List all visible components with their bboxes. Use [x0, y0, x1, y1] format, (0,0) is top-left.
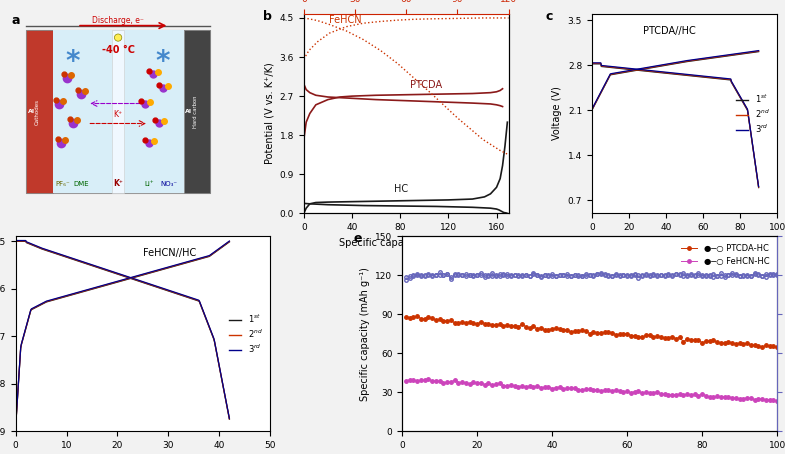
Text: *: * [66, 48, 80, 75]
Text: *: * [156, 48, 170, 75]
Bar [26, 30, 210, 193]
Bar [53, 30, 184, 193]
Text: PTCDA: PTCDA [410, 80, 442, 90]
X-axis label: Specific capacity (mAh g⁻¹): Specific capacity (mAh g⁻¹) [339, 237, 473, 248]
Text: b: b [263, 10, 272, 23]
Text: K⁺: K⁺ [114, 110, 122, 119]
Text: c: c [546, 10, 553, 23]
Text: Cathodes: Cathodes [35, 99, 40, 124]
Text: e: e [353, 232, 362, 245]
Legend: 1$^{st}$, 2$^{nd}$, 3$^{rd}$: 1$^{st}$, 2$^{nd}$, 3$^{rd}$ [225, 309, 266, 358]
Text: Al: Al [27, 109, 35, 114]
Text: K⁺: K⁺ [113, 179, 123, 188]
Bar [112, 30, 124, 193]
Text: a: a [12, 14, 20, 27]
Text: Li⁺: Li⁺ [144, 182, 154, 188]
Text: DME: DME [74, 182, 89, 188]
Circle shape [115, 34, 122, 41]
Text: Discharge, e⁻: Discharge, e⁻ [92, 16, 144, 25]
Text: HC: HC [394, 184, 408, 194]
Y-axis label: Specific capacity (mAh g⁻¹): Specific capacity (mAh g⁻¹) [360, 267, 370, 400]
Text: FeHCN: FeHCN [330, 15, 362, 25]
Text: PTCDA//HC: PTCDA//HC [643, 25, 696, 35]
Legend: ●─○ PTCDA-HC, ●─○ FeHCN-HC: ●─○ PTCDA-HC, ●─○ FeHCN-HC [677, 240, 773, 269]
X-axis label: Specific capacity (mAh g⁻¹): Specific capacity (mAh g⁻¹) [618, 237, 751, 248]
Text: Al: Al [185, 109, 192, 114]
Text: FeHCN//HC: FeHCN//HC [143, 247, 196, 257]
Y-axis label: Potential (V vs. K⁺/K): Potential (V vs. K⁺/K) [264, 63, 274, 164]
Bar [184, 30, 210, 193]
Legend: 1$^{st}$, 2$^{nd}$, 3$^{rd}$: 1$^{st}$, 2$^{nd}$, 3$^{rd}$ [732, 89, 773, 138]
Y-axis label: Voltage (V): Voltage (V) [552, 87, 562, 140]
Text: NO₃⁻: NO₃⁻ [161, 182, 178, 188]
Text: -40 °C: -40 °C [101, 44, 134, 54]
Text: Hard carbon: Hard carbon [193, 95, 199, 128]
Text: PF₆⁻: PF₆⁻ [56, 182, 70, 188]
Bar [26, 30, 53, 193]
